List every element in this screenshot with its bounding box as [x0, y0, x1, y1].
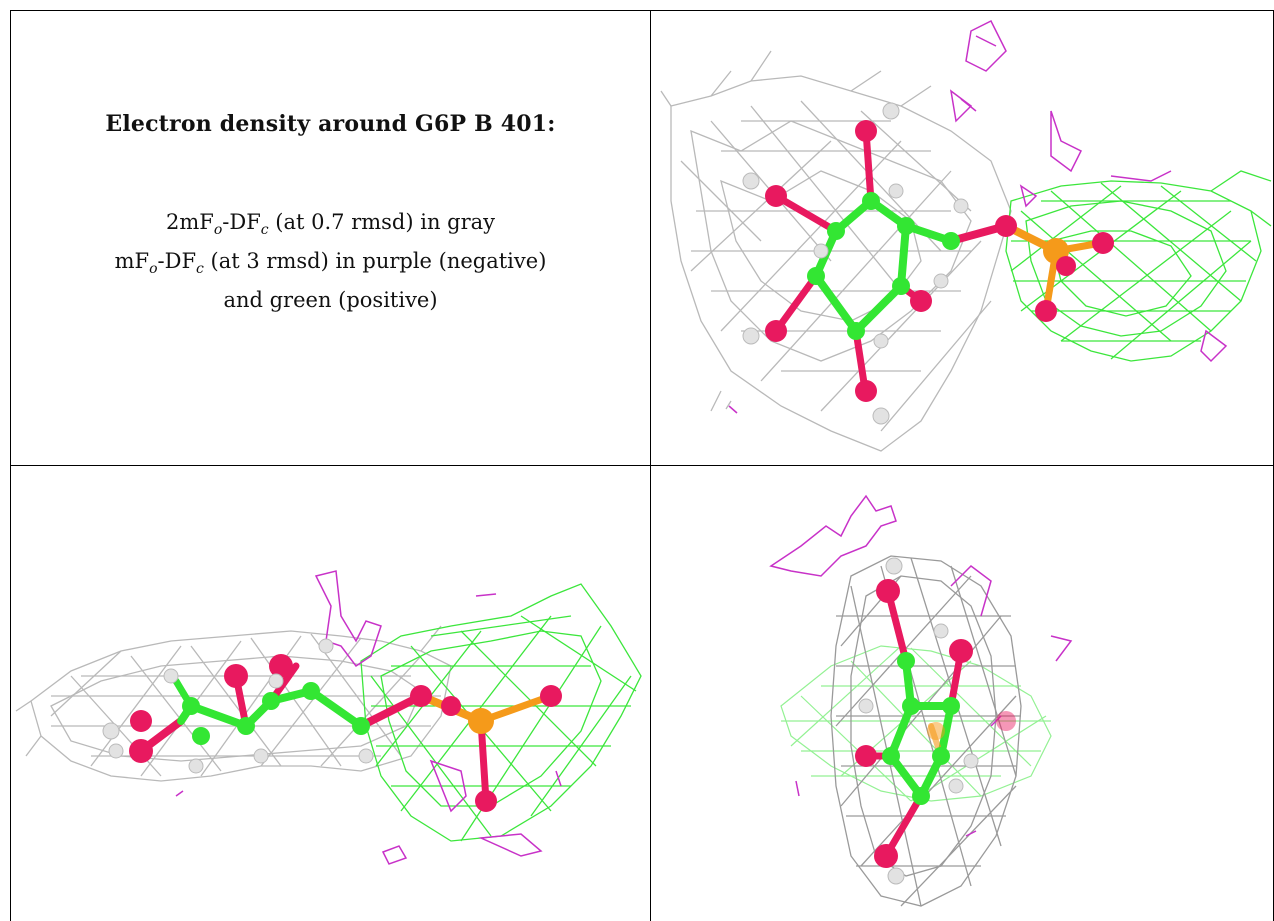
mesh-purple-negative: [175, 570, 562, 865]
table-row-divider: [10, 465, 1274, 466]
caption-cell: Electron density around G6P B 401: 2mFo-…: [11, 11, 650, 465]
ligand-atoms: [102, 638, 562, 812]
table-border-left: [10, 10, 11, 921]
table-border-top: [10, 10, 1274, 11]
caption-body: 2mFo-DFc (at 0.7 rmsd) in gray mFo-DFc (…: [11, 207, 650, 316]
mesh-green-positive: [1005, 170, 1272, 362]
caption-line-2: mFo-DFc (at 3 rmsd) in purple (negative): [114, 249, 547, 278]
mesh-purple-negative: [769, 494, 1073, 837]
molecule-render-side: [15, 570, 642, 865]
ligand-bonds: [772, 127, 1105, 400]
density-panel-top-right: [651, 11, 1273, 465]
table-column-divider: [650, 10, 651, 921]
caption-line-3: and green (positive): [223, 288, 438, 313]
caption-title: Electron density around G6P B 401:: [105, 111, 556, 137]
molecule-render-face-on: [660, 19, 1272, 452]
mesh-purple-negative: [728, 19, 1228, 414]
density-panel-bottom-left: [11, 466, 650, 921]
caption-line-1: 2mFo-DFc (at 0.7 rmsd) in gray: [165, 210, 496, 239]
mesh-gray: [660, 50, 1012, 452]
mesh-green-positive: [780, 645, 1052, 802]
ligand-atoms: [855, 557, 1016, 885]
figure-table: Electron density around G6P B 401: 2mFo-…: [10, 10, 1274, 921]
mesh-gray: [830, 555, 1022, 907]
ligand-atoms: [742, 102, 1114, 425]
density-panel-bottom-right: [651, 466, 1273, 921]
molecule-render-end-on: [769, 494, 1073, 907]
